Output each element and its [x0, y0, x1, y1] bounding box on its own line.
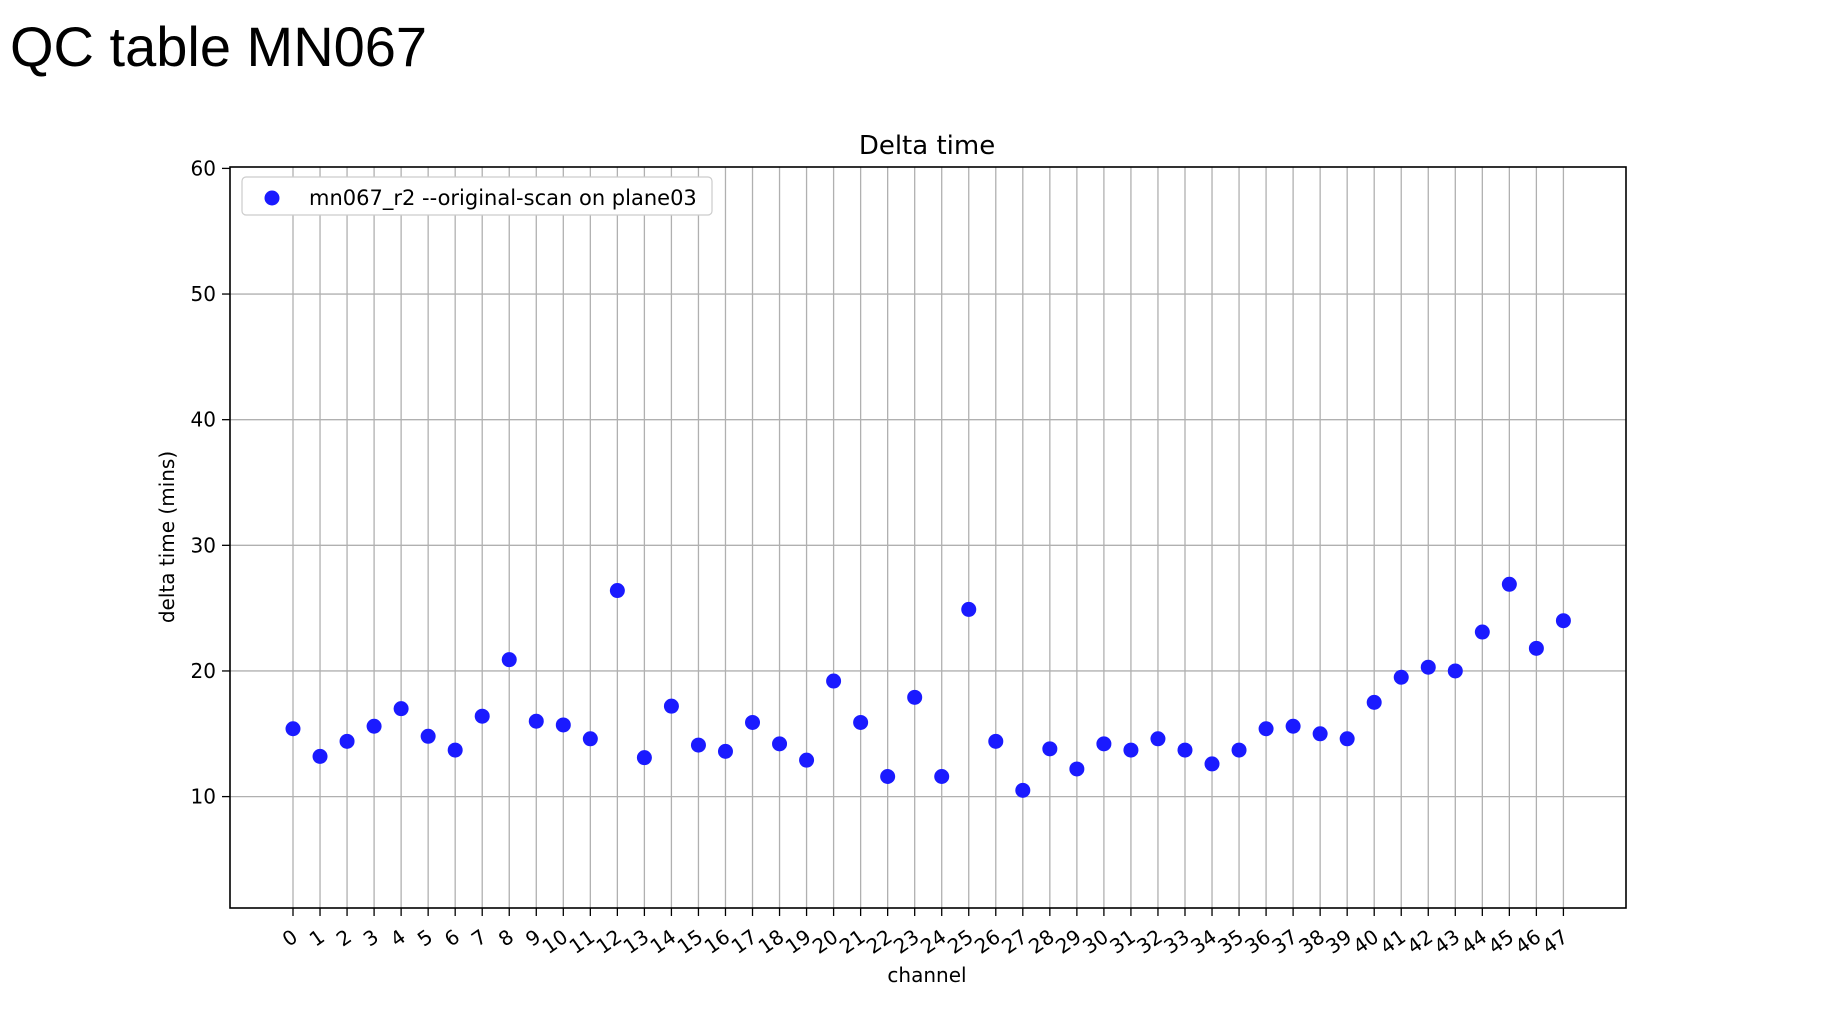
data-point — [1312, 726, 1328, 742]
chart-title: Delta time — [859, 131, 995, 161]
data-point — [988, 733, 1004, 749]
data-point — [609, 583, 625, 599]
x-axis-ticks: 0 1 2 3 4 5 6 7 8 9101112131415161718192021222324… — [278, 908, 1573, 959]
data-point — [312, 748, 328, 764]
data-point — [1069, 761, 1085, 777]
data-point — [1393, 669, 1409, 685]
x-tick-label: 1 — [305, 924, 329, 951]
data-point — [717, 743, 733, 759]
data-point — [880, 768, 896, 784]
data-point — [393, 701, 409, 717]
x-tick-label: 0 — [278, 924, 302, 951]
x-tick-label: 4 — [386, 924, 410, 951]
y-tick-label: 10 — [191, 785, 216, 809]
data-point — [1042, 741, 1058, 757]
data-point — [1555, 613, 1571, 629]
data-point — [636, 750, 652, 766]
y-tick-label: 50 — [191, 282, 216, 306]
x-tick-label: 6 — [440, 924, 464, 951]
x-tick-label: 2 — [332, 924, 356, 951]
data-point — [501, 652, 517, 668]
legend-label: mn067_r2 --original-scan on plane03 — [309, 186, 697, 211]
data-point — [420, 728, 436, 744]
data-point — [1231, 742, 1247, 758]
y-tick-label: 40 — [191, 408, 216, 432]
data-point — [1177, 742, 1193, 758]
y-tick-label: 30 — [191, 533, 216, 557]
data-point — [366, 718, 382, 734]
data-point — [1420, 659, 1436, 675]
x-tick-label: 3 — [359, 924, 383, 951]
data-point — [1501, 576, 1517, 592]
legend-marker — [264, 190, 280, 206]
data-point — [339, 733, 355, 749]
data-points — [285, 576, 1571, 798]
y-axis-label: delta time (mins) — [155, 451, 179, 623]
x-tick-label: 8 — [494, 924, 518, 951]
x-tick-label: 7 — [467, 924, 491, 951]
x-tick-label: 47 — [1538, 924, 1573, 958]
data-point — [1366, 694, 1382, 710]
data-point — [285, 721, 301, 737]
data-point — [1258, 721, 1274, 737]
data-point — [1528, 640, 1544, 656]
data-point — [826, 673, 842, 689]
data-point — [772, 736, 788, 752]
data-point — [1204, 756, 1220, 772]
data-point — [528, 713, 544, 729]
data-point — [1474, 624, 1490, 640]
x-axis-label: channel — [887, 963, 966, 987]
data-point — [1123, 742, 1139, 758]
data-point — [663, 698, 679, 714]
legend: mn067_r2 --original-scan on plane03 — [241, 176, 713, 216]
data-point — [474, 708, 490, 724]
x-tick-label: 5 — [413, 924, 437, 951]
legend-box — [241, 176, 713, 216]
data-point — [907, 689, 923, 705]
data-point — [853, 714, 869, 730]
y-tick-label: 60 — [191, 156, 216, 180]
data-point — [1096, 736, 1112, 752]
data-point — [961, 601, 977, 617]
data-point — [690, 737, 706, 753]
data-point — [745, 714, 761, 730]
data-point — [799, 752, 815, 768]
data-point — [1285, 718, 1301, 734]
data-point — [1150, 731, 1166, 747]
data-point — [934, 768, 950, 784]
data-point — [1015, 782, 1031, 798]
plot-frame — [229, 166, 1627, 909]
data-point — [1447, 663, 1463, 679]
y-tick-label: 20 — [191, 659, 216, 683]
slide-title: QC table MN067 — [10, 15, 428, 78]
y-axis-ticks: 10 20 30 40 50 60 — [191, 156, 230, 809]
data-point — [555, 717, 571, 733]
data-point — [447, 742, 463, 758]
grid-lines — [230, 167, 1626, 908]
data-point — [1339, 731, 1355, 747]
data-point — [582, 731, 598, 747]
